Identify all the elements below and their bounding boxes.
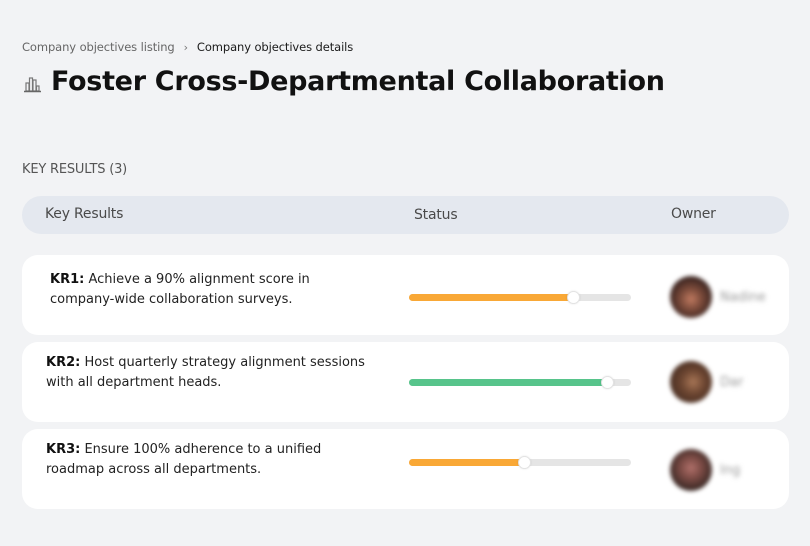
key-result-row-1[interactable]: KR1: Achieve a 90% alignment score in co…: [22, 255, 789, 335]
owner-name: Nadine: [720, 289, 766, 305]
progress-fill: [409, 459, 525, 466]
key-result-text: Ensure 100% adherence to a unified roadm…: [46, 442, 322, 477]
key-results-count-label: KEY RESULTS (3): [22, 162, 128, 177]
key-result-description: KR1: Achieve a 90% alignment score in co…: [50, 270, 375, 314]
owner-cell[interactable]: Dar: [670, 361, 743, 403]
progress-fill: [409, 294, 574, 301]
column-header-status: Status: [414, 207, 458, 223]
page-header: Foster Cross-Departmental Collaboration: [22, 66, 665, 97]
owner-name: Dar: [720, 374, 744, 390]
slider-handle[interactable]: [567, 291, 581, 304]
page-title: Foster Cross-Departmental Collaboration: [51, 66, 665, 97]
owner-cell[interactable]: Nadine: [670, 276, 766, 318]
progress-fill: [409, 379, 607, 386]
key-result-description: KR2: Host quarterly strategy alignment s…: [46, 353, 372, 397]
table-header: Key Results Status Owner: [22, 196, 789, 234]
owner-cell[interactable]: Ing: [670, 449, 740, 491]
owner-name: Ing: [720, 462, 741, 478]
key-result-id: KR3:: [46, 442, 81, 457]
column-header-key-results: Key Results: [45, 206, 124, 222]
progress-slider[interactable]: [409, 456, 631, 469]
avatar: [670, 449, 712, 491]
key-result-id: KR2:: [46, 355, 81, 370]
breadcrumb-link-objectives-listing[interactable]: Company objectives listing: [22, 40, 175, 54]
key-result-text: Achieve a 90% alignment score in company…: [50, 272, 310, 307]
breadcrumb: Company objectives listing › Company obj…: [22, 40, 353, 54]
slider-handle[interactable]: [600, 376, 614, 389]
chevron-right-icon: ›: [183, 40, 188, 54]
avatar: [670, 361, 712, 403]
slider-handle[interactable]: [518, 456, 532, 469]
building-icon: [24, 76, 41, 92]
key-result-row-3[interactable]: KR3: Ensure 100% adherence to a unified …: [22, 429, 789, 509]
progress-slider[interactable]: [409, 376, 631, 389]
key-result-description: KR3: Ensure 100% adherence to a unified …: [46, 440, 346, 484]
key-result-row-2[interactable]: KR2: Host quarterly strategy alignment s…: [22, 342, 789, 422]
key-result-text: Host quarterly strategy alignment sessio…: [46, 355, 365, 390]
column-header-owner: Owner: [671, 206, 716, 222]
key-result-id: KR1:: [50, 272, 85, 287]
breadcrumb-current-page: Company objectives details: [196, 40, 354, 54]
progress-slider[interactable]: [409, 291, 631, 304]
avatar: [670, 276, 712, 318]
